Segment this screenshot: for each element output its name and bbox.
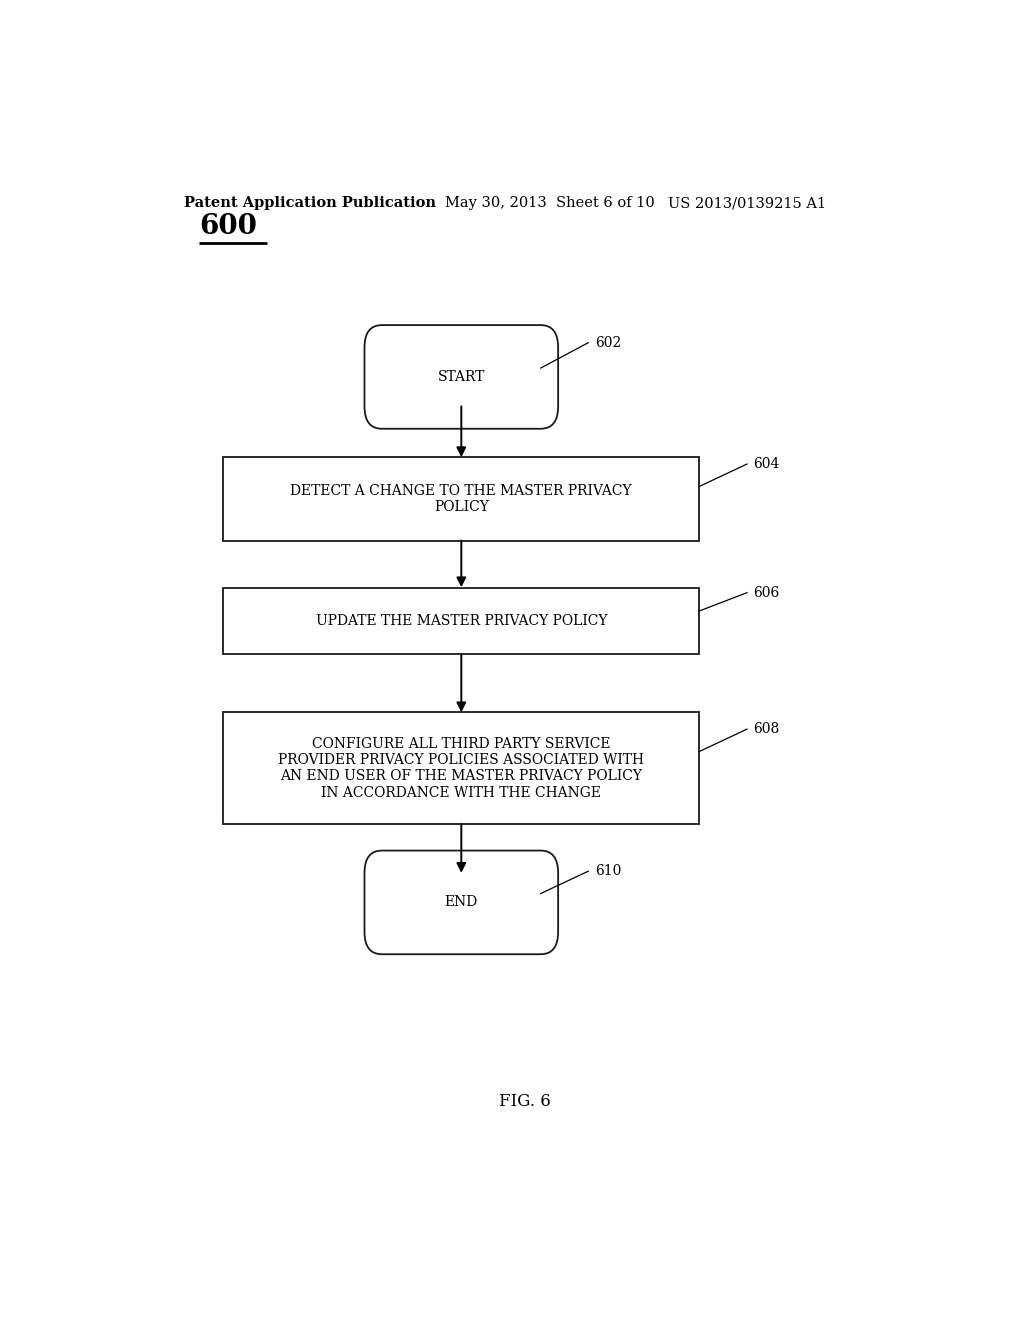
FancyBboxPatch shape — [365, 850, 558, 954]
Text: FIG. 6: FIG. 6 — [499, 1093, 551, 1110]
FancyBboxPatch shape — [223, 713, 699, 824]
Text: 600: 600 — [200, 213, 257, 240]
FancyBboxPatch shape — [223, 457, 699, 541]
FancyBboxPatch shape — [365, 325, 558, 429]
Text: Patent Application Publication: Patent Application Publication — [183, 197, 435, 210]
Text: START: START — [437, 370, 485, 384]
Text: 602: 602 — [595, 335, 621, 350]
Text: CONFIGURE ALL THIRD PARTY SERVICE
PROVIDER PRIVACY POLICIES ASSOCIATED WITH
AN E: CONFIGURE ALL THIRD PARTY SERVICE PROVID… — [279, 737, 644, 800]
Text: 604: 604 — [754, 457, 779, 471]
Text: 610: 610 — [595, 865, 621, 878]
Text: END: END — [444, 895, 478, 909]
Text: US 2013/0139215 A1: US 2013/0139215 A1 — [668, 197, 825, 210]
Text: UPDATE THE MASTER PRIVACY POLICY: UPDATE THE MASTER PRIVACY POLICY — [315, 614, 607, 628]
FancyBboxPatch shape — [223, 587, 699, 653]
Text: May 30, 2013  Sheet 6 of 10: May 30, 2013 Sheet 6 of 10 — [445, 197, 655, 210]
Text: DETECT A CHANGE TO THE MASTER PRIVACY
POLICY: DETECT A CHANGE TO THE MASTER PRIVACY PO… — [291, 484, 632, 513]
Text: 606: 606 — [754, 586, 779, 599]
Text: 608: 608 — [754, 722, 779, 737]
